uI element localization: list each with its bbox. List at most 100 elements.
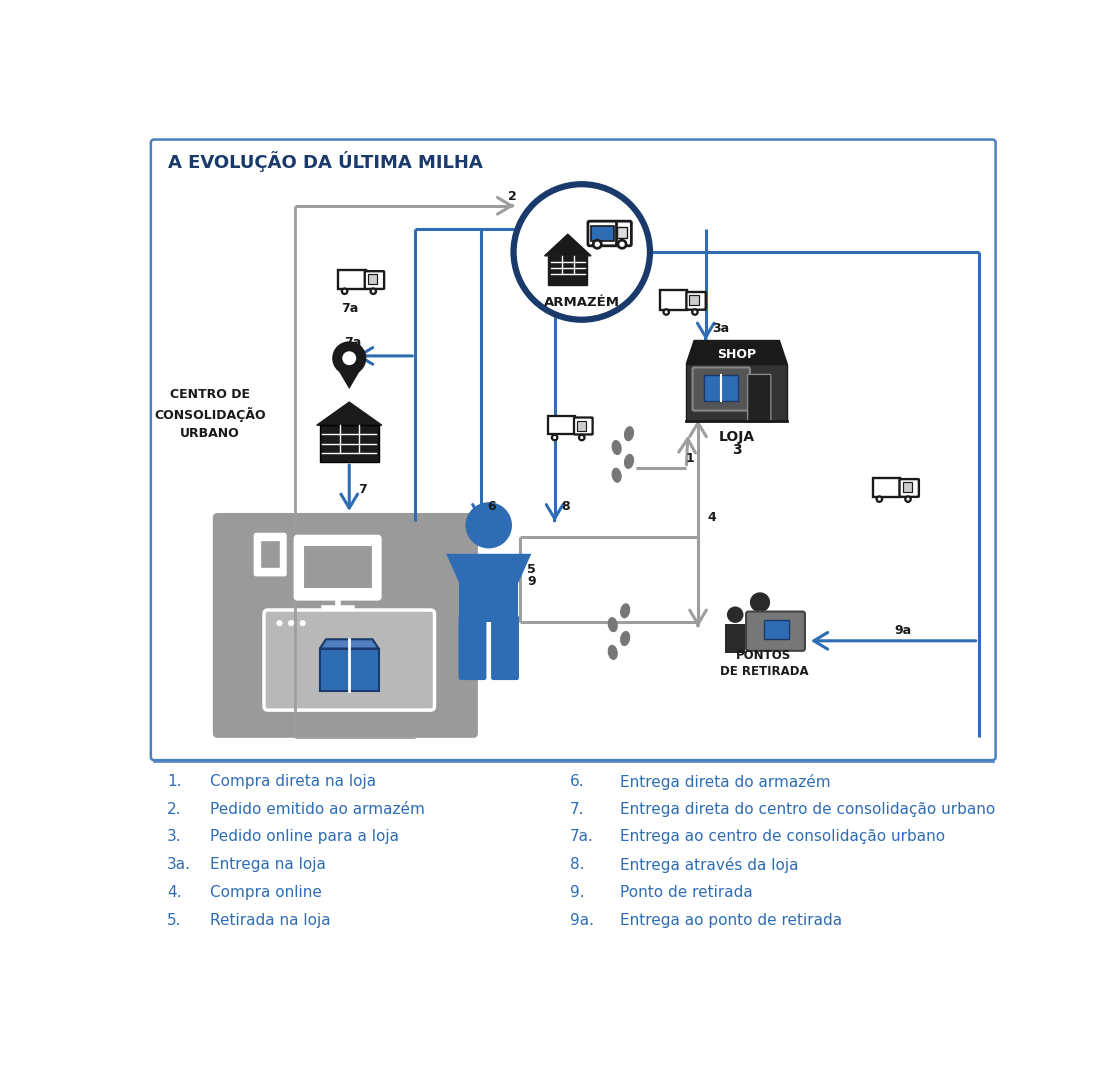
FancyBboxPatch shape <box>660 291 688 310</box>
Text: 7.: 7. <box>570 802 585 817</box>
Polygon shape <box>338 370 361 389</box>
Text: 9a: 9a <box>895 624 912 637</box>
FancyBboxPatch shape <box>338 269 365 289</box>
Circle shape <box>372 290 375 293</box>
FancyBboxPatch shape <box>903 482 912 493</box>
FancyBboxPatch shape <box>295 536 381 599</box>
Circle shape <box>343 290 346 293</box>
FancyBboxPatch shape <box>320 648 379 691</box>
Text: Pedido emitido ao armazém: Pedido emitido ao armazém <box>209 802 424 817</box>
Circle shape <box>750 592 771 613</box>
Text: 4: 4 <box>708 511 716 524</box>
FancyBboxPatch shape <box>254 533 286 575</box>
Circle shape <box>514 185 650 320</box>
Text: Entrega direta do centro de consolidação urbano: Entrega direta do centro de consolidação… <box>620 802 996 817</box>
FancyBboxPatch shape <box>748 374 771 422</box>
FancyBboxPatch shape <box>617 227 627 238</box>
Circle shape <box>300 620 306 627</box>
FancyBboxPatch shape <box>367 275 377 284</box>
Circle shape <box>288 620 295 627</box>
Text: 3a: 3a <box>712 323 729 336</box>
Text: 9.: 9. <box>570 885 585 900</box>
Circle shape <box>580 436 584 439</box>
Text: 3.: 3. <box>167 829 181 844</box>
FancyBboxPatch shape <box>899 480 918 497</box>
FancyBboxPatch shape <box>320 425 379 462</box>
FancyBboxPatch shape <box>764 620 788 640</box>
Circle shape <box>277 620 282 627</box>
Text: 3: 3 <box>732 443 741 457</box>
Circle shape <box>727 606 744 623</box>
Circle shape <box>551 433 559 441</box>
Text: 6.: 6. <box>570 774 585 789</box>
Ellipse shape <box>620 632 629 645</box>
Polygon shape <box>320 640 379 648</box>
Polygon shape <box>687 340 787 364</box>
Circle shape <box>617 239 627 250</box>
Text: ARMAZÉM: ARMAZÉM <box>543 295 619 309</box>
Text: 9a.: 9a. <box>570 913 594 928</box>
Text: Compra direta na loja: Compra direta na loja <box>209 774 376 789</box>
Text: LOJA: LOJA <box>719 430 755 444</box>
FancyBboxPatch shape <box>264 611 435 710</box>
FancyBboxPatch shape <box>260 540 280 568</box>
Text: SHOP: SHOP <box>717 348 756 361</box>
Text: A EVOLUÇÃO DA ÚLTIMA MILHA: A EVOLUÇÃO DA ÚLTIMA MILHA <box>168 150 483 172</box>
Ellipse shape <box>625 427 634 441</box>
FancyBboxPatch shape <box>577 421 587 430</box>
Ellipse shape <box>608 618 617 632</box>
FancyBboxPatch shape <box>687 292 706 310</box>
Text: 4.: 4. <box>167 885 181 900</box>
Text: Entrega direta do armazém: Entrega direta do armazém <box>620 774 831 790</box>
FancyBboxPatch shape <box>458 616 486 680</box>
Circle shape <box>370 288 377 295</box>
Circle shape <box>619 241 625 247</box>
Circle shape <box>664 310 668 313</box>
Circle shape <box>343 351 356 365</box>
FancyBboxPatch shape <box>491 616 519 680</box>
Text: CENTRO DE
CONSOLIDAÇÃO
URBANO: CENTRO DE CONSOLIDAÇÃO URBANO <box>153 387 265 440</box>
Ellipse shape <box>620 604 629 618</box>
Circle shape <box>691 308 699 315</box>
Circle shape <box>553 436 557 439</box>
Polygon shape <box>459 554 519 621</box>
Text: 2.: 2. <box>167 802 181 817</box>
Text: 7a: 7a <box>340 302 358 314</box>
Circle shape <box>466 502 512 548</box>
Text: 5: 5 <box>528 562 536 576</box>
Circle shape <box>878 498 881 501</box>
Circle shape <box>578 433 586 441</box>
Ellipse shape <box>613 441 620 454</box>
Text: 8: 8 <box>561 500 569 513</box>
Text: 7a.: 7a. <box>570 829 594 844</box>
FancyBboxPatch shape <box>549 416 575 435</box>
Circle shape <box>662 308 670 315</box>
Text: PONTOS
DE RETIRADA: PONTOS DE RETIRADA <box>719 649 809 678</box>
Ellipse shape <box>608 646 617 659</box>
FancyBboxPatch shape <box>690 295 699 305</box>
FancyBboxPatch shape <box>704 376 738 400</box>
FancyBboxPatch shape <box>874 477 900 497</box>
FancyBboxPatch shape <box>746 612 805 651</box>
Polygon shape <box>317 402 382 425</box>
Text: Pedido online para a loja: Pedido online para a loja <box>209 829 399 844</box>
Polygon shape <box>748 614 773 648</box>
Circle shape <box>333 341 366 376</box>
Text: 1.: 1. <box>167 774 181 789</box>
FancyBboxPatch shape <box>213 513 478 738</box>
Text: 5.: 5. <box>167 913 181 928</box>
Text: 7: 7 <box>358 484 367 497</box>
Text: Retirada na loja: Retirada na loja <box>209 913 330 928</box>
Polygon shape <box>725 624 746 652</box>
Circle shape <box>876 496 884 503</box>
Ellipse shape <box>625 455 634 468</box>
Text: Ponto de retirada: Ponto de retirada <box>620 885 754 900</box>
Text: 9: 9 <box>528 575 536 588</box>
Circle shape <box>904 496 912 503</box>
Ellipse shape <box>613 469 620 482</box>
Polygon shape <box>544 234 591 255</box>
FancyBboxPatch shape <box>573 417 592 435</box>
Text: Entrega ao centro de consolidação urbano: Entrega ao centro de consolidação urbano <box>620 829 945 844</box>
Text: Entrega na loja: Entrega na loja <box>209 857 326 872</box>
Circle shape <box>693 310 697 313</box>
